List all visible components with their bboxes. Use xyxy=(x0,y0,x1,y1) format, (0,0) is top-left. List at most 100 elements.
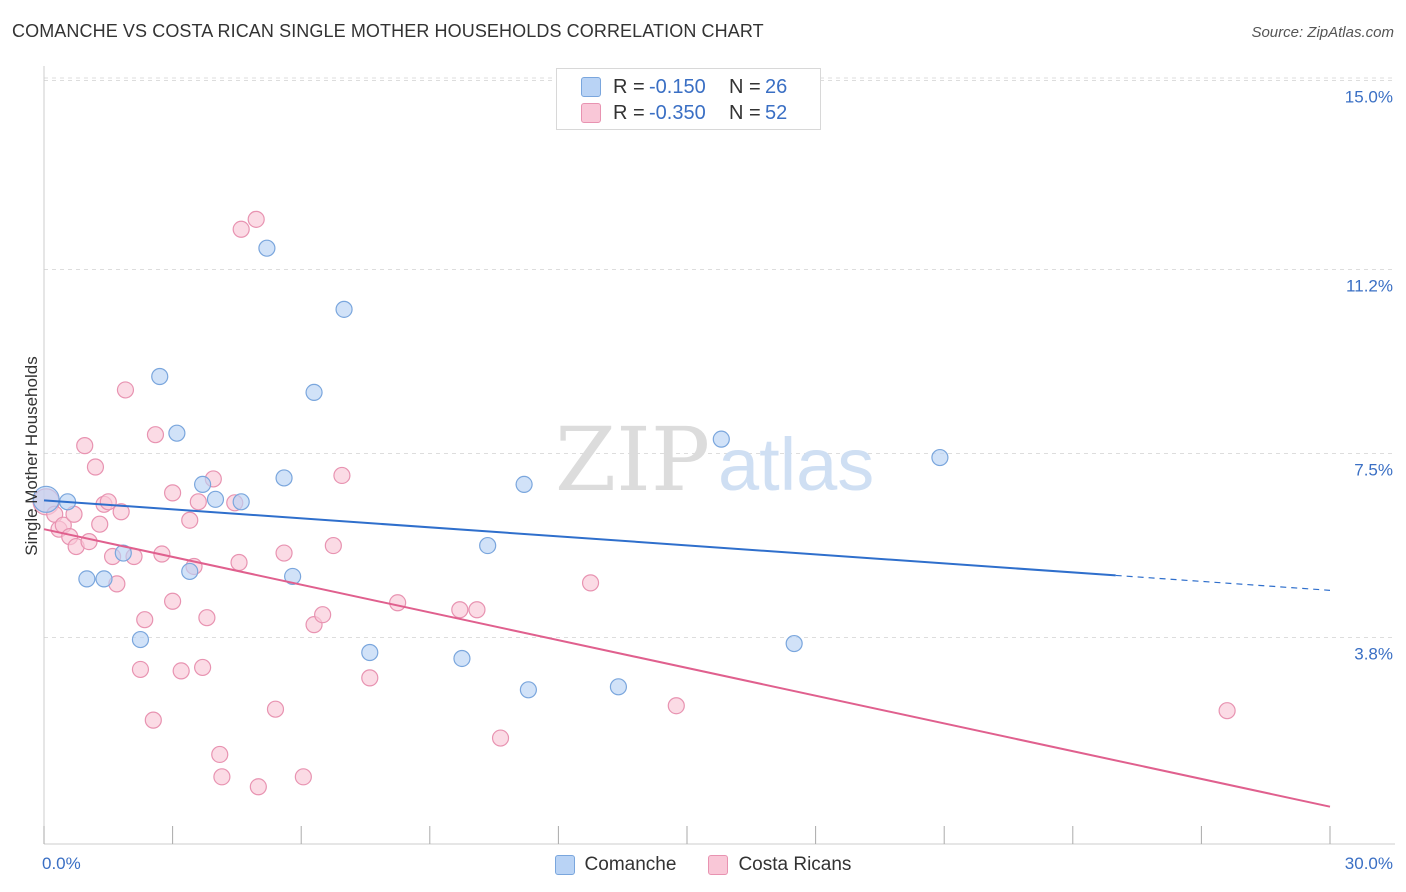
comanche-swatch xyxy=(554,855,575,875)
costa-ricans-point xyxy=(86,458,105,476)
costa-ricans-point xyxy=(266,700,285,718)
comanche-point xyxy=(232,493,250,511)
comanche-trend-line xyxy=(43,499,1116,577)
n-label: N = xyxy=(729,101,761,124)
comanche-point xyxy=(131,630,150,649)
costa-ricans-point xyxy=(146,426,165,444)
comanche-point xyxy=(181,562,199,581)
costa-ricans-point xyxy=(361,669,379,687)
legend-item-costa-ricans: Costa Ricans xyxy=(708,854,851,876)
costa-ricans-point xyxy=(389,594,407,612)
costa-ricans-point xyxy=(314,606,332,624)
r-value: -0.150 xyxy=(649,75,706,98)
comanche-swatch xyxy=(581,77,601,97)
comanche-point xyxy=(95,570,113,588)
costa-ricans-point xyxy=(581,574,600,592)
comanche-point xyxy=(785,634,803,653)
n-label: N = xyxy=(729,75,761,98)
costa-ricans-point xyxy=(232,220,250,238)
costa-ricans-point xyxy=(213,768,231,786)
r-label: R = xyxy=(613,75,645,98)
legend-item-comanche: Comanche xyxy=(554,854,677,876)
legend-label: Costa Ricans xyxy=(738,854,852,875)
costa-ricans-point xyxy=(181,511,199,529)
costa-ricans-point xyxy=(294,768,312,786)
series-legend: Comanche Costa Ricans xyxy=(0,850,1406,880)
costa-ricans-point xyxy=(91,515,109,533)
n-value: 26 xyxy=(765,75,788,98)
source-label: Source: ZipAtlas.com xyxy=(1251,24,1394,41)
comanche-point xyxy=(258,239,276,257)
comanche-point xyxy=(78,570,96,588)
y-tick-label: 11.2% xyxy=(1346,276,1393,295)
r-value: -0.350 xyxy=(649,101,706,124)
costa-ricans-point xyxy=(333,466,351,485)
comanche-point xyxy=(712,430,730,448)
costa-ricans-point xyxy=(164,484,182,502)
y-tick-label: 15.0% xyxy=(1345,88,1393,107)
comanche-trend-extension xyxy=(1115,574,1331,591)
costa-ricans-point xyxy=(491,729,510,747)
costa-ricans-point xyxy=(211,745,229,764)
legend-row-costa-ricans: R = -0.350 N = 52 xyxy=(581,100,787,126)
costa-ricans-point xyxy=(194,658,212,677)
y-tick-label: 7.5% xyxy=(1354,460,1393,479)
comanche-point xyxy=(284,567,302,586)
costa-ricans-point xyxy=(172,662,190,680)
comanche-point xyxy=(151,367,169,386)
comanche-point xyxy=(453,649,471,668)
n-value: 52 xyxy=(765,101,788,124)
costa-ricans-trend-line xyxy=(43,528,1331,808)
comanche-point xyxy=(168,424,186,442)
gridlines xyxy=(44,77,1395,638)
x-tick-label: 30.0% xyxy=(1345,854,1393,873)
costa-ricans-point xyxy=(275,544,293,562)
costa-ricans-point xyxy=(249,778,267,796)
costa-ricans-point xyxy=(164,592,182,610)
legend-row-comanche: R = -0.150 N = 26 xyxy=(581,74,787,100)
comanche-point xyxy=(275,469,293,487)
costa-ricans-point xyxy=(1218,702,1236,720)
costa-ricans-point xyxy=(136,611,154,629)
watermark-zip: ZIP xyxy=(555,408,710,511)
y-tick-label: 3.8% xyxy=(1354,645,1393,664)
costa-ricans-point xyxy=(112,503,130,521)
comanche-point xyxy=(479,536,497,555)
comanche-point xyxy=(519,681,537,699)
comanche-points xyxy=(32,239,949,699)
chart-title: COMANCHE VS COSTA RICAN SINGLE MOTHER HO… xyxy=(12,21,764,41)
comanche-point xyxy=(335,300,353,318)
tick-labels: 3.8% 7.5% 11.2% 15.0% 0.0% 30.0% xyxy=(42,88,1393,874)
costa-ricans-point xyxy=(451,601,469,619)
costa-ricans-point xyxy=(247,210,265,228)
costa-ricans-point xyxy=(76,437,94,455)
y-axis-label: Single Mother Households xyxy=(22,356,41,556)
x-tick-label: 0.0% xyxy=(42,854,81,873)
comanche-point xyxy=(194,475,212,494)
costa-ricans-point xyxy=(80,533,98,551)
comanche-point xyxy=(206,490,225,508)
comanche-point xyxy=(931,448,949,467)
axes xyxy=(43,66,1395,845)
costa-ricans-point xyxy=(131,660,150,679)
costa-ricans-swatch xyxy=(581,103,601,123)
comanche-point xyxy=(609,678,628,696)
legend-stats: R = -0.150 N = 26 R = -0.350 N = 52 xyxy=(556,68,821,130)
watermark: ZIP atlas xyxy=(555,408,874,511)
trend-lines xyxy=(43,499,1331,808)
costa-ricans-point xyxy=(198,609,216,627)
legend-label: Comanche xyxy=(584,854,677,875)
costa-ricans-point xyxy=(116,381,135,399)
costa-ricans-point xyxy=(667,697,685,715)
costa-ricans-point xyxy=(189,493,207,511)
costa-ricans-swatch xyxy=(708,855,729,875)
comanche-point xyxy=(114,544,132,562)
comanche-point xyxy=(32,485,60,513)
costa-ricans-point xyxy=(324,536,342,555)
costa-ricans-point xyxy=(144,711,162,729)
comanche-point xyxy=(305,383,323,402)
watermark-atlas: atlas xyxy=(718,423,874,506)
costa-ricans-point xyxy=(230,553,248,572)
r-label: R = xyxy=(613,101,645,124)
